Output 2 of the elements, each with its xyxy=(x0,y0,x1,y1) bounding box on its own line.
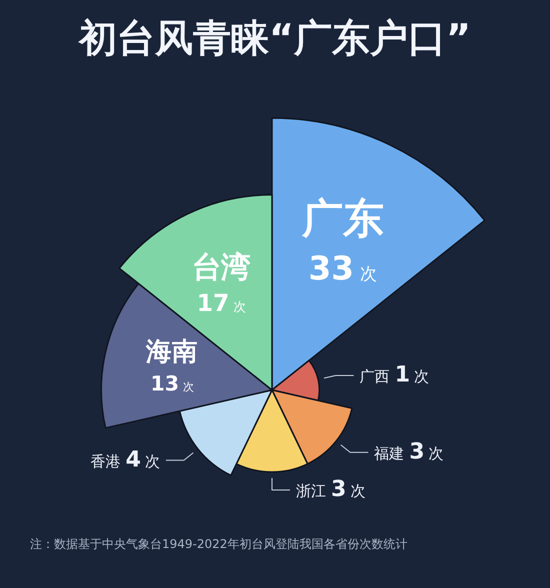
title: 初台风青睐“广东户口” xyxy=(79,16,471,60)
annotation: 注：数据基于中央气象台1949-2022年初台风登陆我国各省份次数统计 xyxy=(30,537,408,551)
